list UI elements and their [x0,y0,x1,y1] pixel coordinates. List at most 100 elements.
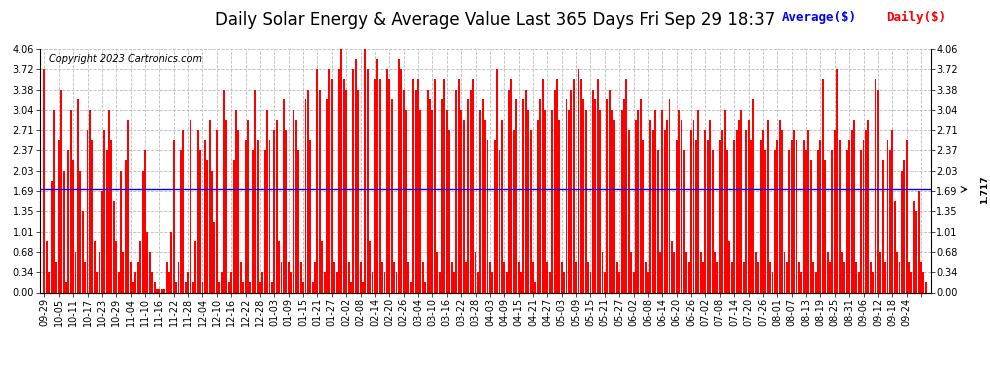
Bar [843,262,845,292]
Bar [616,262,618,292]
Bar [180,150,182,292]
Bar [798,262,800,292]
Bar [903,160,905,292]
Bar [651,130,653,292]
Bar [263,150,265,292]
Bar [453,272,455,292]
Bar [494,140,496,292]
Bar [243,282,245,292]
Bar [745,130,747,292]
Bar [729,242,731,292]
Bar [709,120,711,292]
Bar [515,99,517,292]
Bar [388,80,390,292]
Bar [408,262,410,292]
Bar [640,99,642,292]
Bar [156,290,158,292]
Bar [580,80,582,292]
Bar [211,171,213,292]
Bar [738,120,740,292]
Bar [558,120,560,292]
Bar [916,211,917,292]
Bar [872,272,874,292]
Bar [400,69,402,292]
Bar [845,150,847,292]
Bar [769,262,771,292]
Bar [55,262,57,292]
Bar [273,130,275,292]
Bar [420,110,422,292]
Bar [752,99,754,292]
Bar [354,59,356,292]
Bar [140,242,142,292]
Bar [535,282,537,292]
Bar [99,252,100,292]
Bar [302,282,304,292]
Bar [697,110,699,292]
Bar [472,80,474,292]
Bar [86,130,88,292]
Bar [499,150,500,292]
Bar [221,272,223,292]
Bar [553,90,555,292]
Bar [906,140,908,292]
Bar [343,80,345,292]
Bar [182,130,184,292]
Bar [317,69,319,292]
Bar [793,130,795,292]
Bar [631,252,633,292]
Bar [614,120,616,292]
Bar [106,150,108,292]
Bar [726,150,728,292]
Bar [611,110,613,292]
Bar [918,191,920,292]
Bar [429,99,431,292]
Bar [779,120,781,292]
Bar [619,272,620,292]
Bar [503,262,505,292]
Bar [582,99,584,292]
Bar [427,90,429,292]
Bar [734,140,736,292]
Bar [606,99,608,292]
Bar [683,150,685,292]
Bar [283,99,285,292]
Bar [750,140,752,292]
Bar [805,150,807,292]
Bar [551,110,553,292]
Bar [810,160,812,292]
Bar [540,99,542,292]
Bar [366,69,368,292]
Bar [144,150,146,292]
Bar [879,252,881,292]
Bar [153,282,155,292]
Bar [189,120,191,292]
Bar [359,262,361,292]
Bar [123,252,125,292]
Bar [796,140,797,292]
Bar [96,272,98,292]
Bar [259,282,261,292]
Bar [791,140,793,292]
Bar [644,262,646,292]
Bar [702,262,704,292]
Bar [57,140,59,292]
Bar [800,272,802,292]
Bar [82,211,84,292]
Bar [577,69,579,292]
Bar [410,282,412,292]
Bar [786,262,788,292]
Bar [901,171,903,292]
Bar [319,90,321,292]
Bar [350,282,351,292]
Bar [920,262,922,292]
Bar [899,262,901,292]
Text: Copyright 2023 Cartronics.com: Copyright 2023 Cartronics.com [49,54,202,64]
Bar [115,242,117,292]
Bar [379,80,381,292]
Bar [142,171,144,292]
Bar [393,262,395,292]
Bar [338,69,340,292]
Bar [322,242,323,292]
Bar [137,262,139,292]
